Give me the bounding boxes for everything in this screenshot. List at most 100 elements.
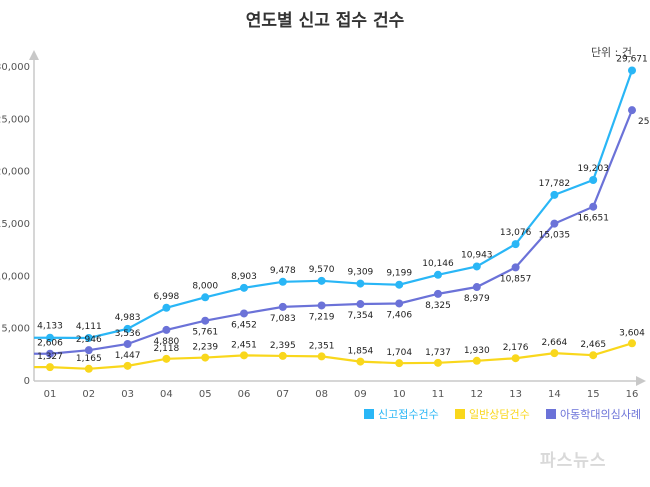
data-label: 7,354 <box>348 311 374 321</box>
data-point <box>434 289 442 298</box>
x-tick-label: 12 <box>470 389 483 400</box>
data-label: 2,664 <box>542 338 568 348</box>
x-tick-label: 06 <box>238 389 251 400</box>
x-tick-label: 13 <box>509 389 522 400</box>
data-point <box>46 349 54 358</box>
data-point <box>278 277 287 286</box>
data-point <box>395 280 404 289</box>
x-axis-arrow <box>636 376 646 386</box>
data-label: 10,857 <box>500 274 532 284</box>
x-tick-label: 15 <box>587 389 600 400</box>
data-label: 8,979 <box>464 294 490 304</box>
data-label: 10,943 <box>461 250 493 260</box>
data-label: 3,536 <box>115 329 141 339</box>
data-label: 1,447 <box>115 351 141 361</box>
x-tick-label: 16 <box>626 389 639 400</box>
data-point <box>84 346 93 355</box>
data-point <box>472 262 481 271</box>
data-point <box>317 352 326 361</box>
legend-label: 신고접수건수 <box>378 408 439 421</box>
y-tick-label: 30,000 <box>0 62 30 73</box>
legend-label: 일반상담건수 <box>469 407 530 421</box>
data-point <box>511 354 520 363</box>
data-label: 13,076 <box>500 228 532 238</box>
y-tick-label: 5,000 <box>1 324 30 335</box>
legend-swatch <box>364 409 374 419</box>
data-point <box>550 219 559 228</box>
data-point <box>84 364 93 373</box>
data-label: 2,351 <box>309 341 335 351</box>
x-tick-label: 07 <box>276 389 289 400</box>
y-tick-label: 25,000 <box>0 114 30 125</box>
data-point <box>46 363 54 372</box>
data-label: 1,737 <box>425 348 451 358</box>
data-label: 2,395 <box>270 341 296 351</box>
data-point <box>240 351 248 360</box>
legend-swatch <box>455 409 465 419</box>
data-point <box>356 300 365 309</box>
data-label: 5,761 <box>192 328 218 338</box>
data-point <box>356 279 365 288</box>
data-label: 9,478 <box>270 266 296 276</box>
data-point <box>123 339 132 348</box>
data-point <box>434 270 442 279</box>
data-label: 9,570 <box>309 265 335 275</box>
data-label: 1,327 <box>37 352 63 362</box>
data-point <box>317 301 326 310</box>
x-tick-label: 09 <box>354 389 367 400</box>
data-label: 8,000 <box>192 281 218 291</box>
legend-label: 아동학대의심사례 <box>560 408 641 421</box>
data-label: 2,606 <box>37 339 63 349</box>
x-tick-label: 01 <box>44 389 57 400</box>
data-point <box>317 276 326 285</box>
data-label: 2,451 <box>231 340 257 350</box>
x-tick-label: 05 <box>199 389 212 400</box>
data-point <box>511 240 520 249</box>
data-label: 1,854 <box>348 347 374 357</box>
data-point <box>162 303 171 312</box>
data-point <box>278 351 287 360</box>
data-label: 7,406 <box>386 310 412 320</box>
data-point <box>46 333 54 342</box>
legend: 신고접수건수 일반상담건수 아동학대의심사례 <box>364 407 641 421</box>
data-point <box>589 351 598 360</box>
data-point <box>395 359 404 368</box>
data-point <box>472 356 481 365</box>
legend-swatch <box>546 409 556 419</box>
x-tick-label: 02 <box>82 389 95 400</box>
data-point <box>628 66 636 75</box>
data-label: 2,239 <box>192 343 218 353</box>
x-tick-label: 04 <box>160 389 173 400</box>
data-label: 4,983 <box>115 313 141 323</box>
data-label: 10,146 <box>422 259 454 269</box>
data-label: 8,325 <box>425 301 451 311</box>
chart-title: 연도별 신고 접수 건수 <box>246 11 405 31</box>
series-line <box>49 70 634 340</box>
data-label: 25,878 <box>638 117 650 127</box>
data-label: 6,452 <box>231 320 257 330</box>
y-tick-label: 15,000 <box>0 219 30 230</box>
series-2 <box>34 339 636 373</box>
data-label: 19,203 <box>577 164 609 174</box>
data-point <box>123 361 132 370</box>
series-line <box>49 342 633 370</box>
data-point <box>434 358 442 367</box>
x-tick-label: 11 <box>432 389 445 400</box>
data-point <box>472 283 481 292</box>
data-label: 4,133 <box>37 322 63 332</box>
data-label: 29,671 <box>616 54 648 64</box>
watermark: 파스뉴스 <box>540 451 607 471</box>
y-tick-label: 20,000 <box>0 167 30 178</box>
data-label: 4,111 <box>76 322 102 332</box>
data-label: 1,930 <box>464 346 490 356</box>
data-label: 9,309 <box>348 268 374 278</box>
data-label: 8,903 <box>231 272 257 282</box>
data-label: 2,118 <box>154 344 180 354</box>
series-1 <box>34 66 636 342</box>
data-point <box>550 349 559 358</box>
data-point <box>162 325 171 334</box>
data-point <box>240 283 248 292</box>
data-point <box>628 339 636 348</box>
data-label: 9,199 <box>386 269 412 279</box>
